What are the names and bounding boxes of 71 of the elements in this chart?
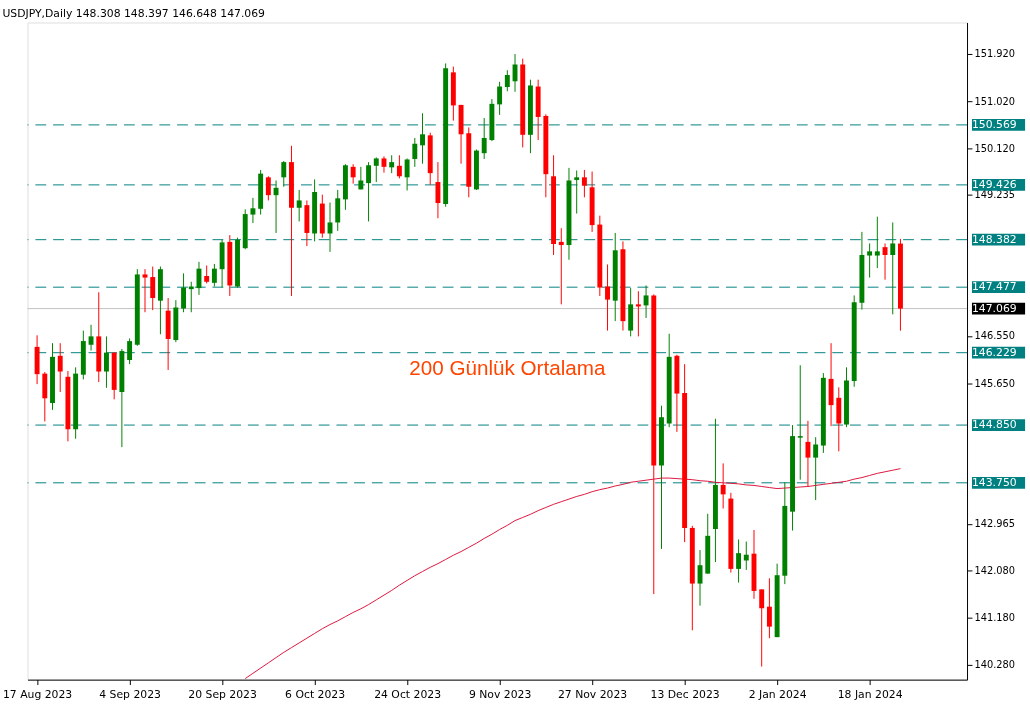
- candlestick: [396, 154, 402, 179]
- candlestick: [420, 112, 425, 165]
- candlestick: [643, 284, 649, 319]
- line-series: [244, 468, 901, 680]
- candlestick: [797, 364, 803, 481]
- chart-title: USDJPY,Daily 148.308 148.397 146.648 147.069: [2, 6, 266, 20]
- candlestick: [88, 324, 94, 352]
- candlestick: [759, 588, 765, 668]
- candlestick: [57, 342, 63, 393]
- candlestick: [867, 242, 873, 279]
- x-tick-label: 2 Jan 2024: [748, 687, 807, 701]
- ref-line-label: 147.069: [971, 301, 1017, 315]
- x-tick-label: 4 Sep 2023: [99, 687, 162, 701]
- candlestick: [404, 157, 410, 191]
- ref-line-label: 150.569: [971, 117, 1017, 131]
- ref-line-label: 146.229: [971, 345, 1017, 359]
- ref-line-label: 149.426: [971, 177, 1017, 191]
- candlestick: [497, 81, 503, 116]
- candlestick: [273, 179, 279, 234]
- candlestick: [805, 420, 811, 487]
- candlestick: [581, 169, 587, 198]
- candlestick: [142, 268, 148, 313]
- candlestick: [890, 221, 896, 315]
- candlestick: [104, 335, 109, 389]
- y-tick-label: 142.080: [974, 564, 1016, 576]
- y-tick-label: 146.550: [974, 330, 1016, 342]
- candlestick: [296, 189, 302, 222]
- y-tick-label: 142.965: [974, 518, 1016, 530]
- candlestick: [435, 161, 441, 219]
- candlestick: [558, 227, 564, 305]
- candlestick: [366, 161, 372, 222]
- candlestick: [281, 160, 287, 188]
- candlestick: [720, 462, 726, 510]
- ref-line-label: 143.750: [971, 475, 1017, 489]
- y-tick-label: 141.180: [974, 612, 1016, 624]
- candlestick: [250, 197, 256, 224]
- candlestick: [605, 263, 610, 332]
- candlestick: [736, 539, 742, 584]
- x-tick-label: 17 Aug 2023: [2, 687, 73, 701]
- x-tick-label: 9 Nov 2023: [468, 687, 532, 701]
- x-tick-label: 24 Oct 2023: [374, 687, 442, 701]
- y-tick-label: 145.650: [974, 377, 1016, 389]
- candlestick: [481, 117, 487, 160]
- candlestick: [350, 163, 356, 185]
- candlestick: [265, 175, 271, 201]
- x-tick-label: 13 Dec 2023: [650, 687, 720, 701]
- y-tick-label: 149.235: [974, 189, 1016, 201]
- candlestick: [412, 137, 418, 168]
- candlestick: [373, 156, 379, 183]
- x-tick-label: 20 Sep 2023: [188, 687, 257, 701]
- candlestick: [874, 216, 880, 269]
- candlestick: [766, 577, 772, 639]
- candlestick: [211, 263, 217, 287]
- ref-line-label: 144.850: [971, 418, 1017, 432]
- y-tick-label: 140.280: [974, 659, 1016, 671]
- x-tick-label: 18 Jan 2024: [837, 687, 903, 701]
- candlestick: [150, 266, 156, 311]
- x-tick-label: 6 Oct 2023: [285, 687, 346, 701]
- candlestick: [504, 69, 510, 92]
- x-tick-label: 27 Nov 2023: [557, 687, 628, 701]
- candlestick: [813, 436, 819, 501]
- y-tick-label: 150.120: [974, 142, 1016, 154]
- annotation: 200 Günlük Ortalama: [409, 355, 606, 379]
- ref-line-label: 147.477: [971, 280, 1017, 294]
- ref-line-label: 148.382: [971, 232, 1017, 246]
- candlestick: [127, 337, 133, 365]
- y-tick-label: 151.020: [974, 95, 1016, 107]
- candlestick: [574, 170, 580, 215]
- y-tick-label: 151.920: [974, 48, 1016, 60]
- candlestick: [181, 272, 187, 313]
- candlestick: [635, 290, 641, 337]
